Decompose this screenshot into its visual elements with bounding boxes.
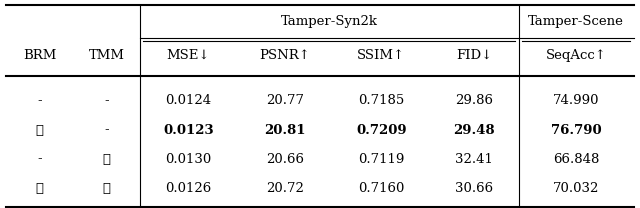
Text: 29.86: 29.86: [455, 94, 493, 107]
Text: 0.0126: 0.0126: [165, 182, 211, 195]
Text: -: -: [104, 124, 109, 136]
Text: ✓: ✓: [102, 153, 111, 166]
Text: Tamper-Scene: Tamper-Scene: [528, 15, 624, 28]
Text: 0.7209: 0.7209: [356, 124, 406, 136]
Text: 20.77: 20.77: [266, 94, 304, 107]
Text: ✓: ✓: [102, 182, 111, 195]
Text: 76.790: 76.790: [551, 124, 602, 136]
Text: PSNR↑: PSNR↑: [259, 49, 310, 62]
Text: 0.0124: 0.0124: [165, 94, 211, 107]
Text: 0.0130: 0.0130: [165, 153, 211, 166]
Text: 30.66: 30.66: [455, 182, 493, 195]
Text: 20.66: 20.66: [266, 153, 304, 166]
Text: 29.48: 29.48: [453, 124, 495, 136]
Text: -: -: [38, 153, 42, 166]
Text: -: -: [38, 94, 42, 107]
Text: 20.81: 20.81: [264, 124, 305, 136]
Text: BRM: BRM: [23, 49, 56, 62]
Text: 0.7119: 0.7119: [358, 153, 404, 166]
Text: -: -: [104, 94, 109, 107]
Text: FID↓: FID↓: [456, 49, 492, 62]
Text: 66.848: 66.848: [553, 153, 599, 166]
Text: TMM: TMM: [88, 49, 125, 62]
Text: ✓: ✓: [36, 182, 44, 195]
Text: 0.7185: 0.7185: [358, 94, 404, 107]
Text: 0.7160: 0.7160: [358, 182, 404, 195]
Text: Tamper-Syn2k: Tamper-Syn2k: [281, 15, 378, 28]
Text: MSE↓: MSE↓: [166, 49, 210, 62]
Text: 70.032: 70.032: [553, 182, 599, 195]
Text: 0.0123: 0.0123: [163, 124, 214, 136]
Text: 74.990: 74.990: [553, 94, 599, 107]
Text: SeqAcc↑: SeqAcc↑: [546, 49, 607, 62]
Text: 32.41: 32.41: [455, 153, 493, 166]
Text: ✓: ✓: [36, 124, 44, 136]
Text: 20.72: 20.72: [266, 182, 304, 195]
Text: SSIM↑: SSIM↑: [357, 49, 405, 62]
